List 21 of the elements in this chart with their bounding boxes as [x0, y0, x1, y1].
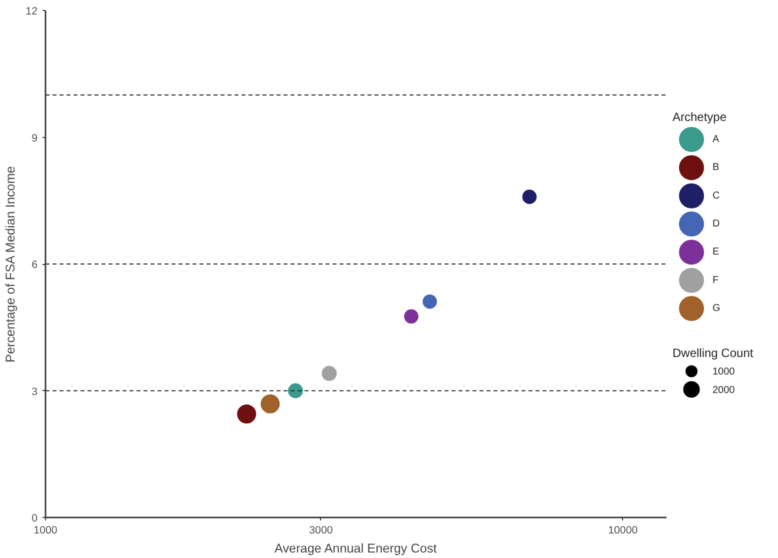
- legend-label: F: [712, 274, 719, 286]
- x-axis-title: Average Annual Energy Cost: [274, 542, 438, 556]
- legend-label: G: [712, 303, 720, 314]
- x-tick-label: 3000: [309, 524, 333, 536]
- legend-label: B: [712, 162, 720, 174]
- legend-label: A: [712, 134, 720, 146]
- y-tick-label: 9: [32, 132, 38, 144]
- legend-label: C: [712, 190, 720, 202]
- y-tick-label: 12: [26, 6, 38, 18]
- y-tick-label: 3: [32, 386, 38, 398]
- legend-label: D: [712, 218, 720, 230]
- legend-title: Archetype: [672, 110, 727, 124]
- text: Dwelling Count: [672, 346, 754, 360]
- y-tick-label: 0: [32, 512, 38, 524]
- legend-label: 2000: [712, 384, 736, 396]
- x-tick-label: 10000: [608, 524, 638, 536]
- y-axis-title: Percentage of FSA Median Income: [4, 166, 18, 362]
- legend-label: 1000: [712, 366, 736, 378]
- y-tick-label: 6: [32, 259, 38, 271]
- legend-label: E: [712, 246, 720, 258]
- x-tick-label: 1000: [34, 524, 58, 536]
